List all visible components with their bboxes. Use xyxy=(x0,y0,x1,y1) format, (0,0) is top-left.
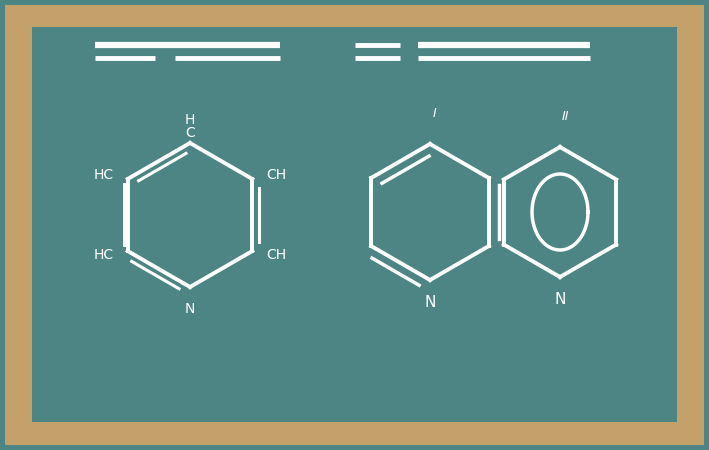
Text: N: N xyxy=(554,292,566,307)
Text: HC: HC xyxy=(94,168,113,182)
Text: I: I xyxy=(433,107,437,120)
Text: CH: CH xyxy=(267,248,286,262)
Text: HC: HC xyxy=(94,248,113,262)
Text: CH: CH xyxy=(267,168,286,182)
Text: H: H xyxy=(185,113,195,127)
Bar xyxy=(32,27,677,422)
Text: II: II xyxy=(562,110,569,123)
Text: N: N xyxy=(424,295,436,310)
Text: C: C xyxy=(185,126,195,140)
Text: N: N xyxy=(185,302,195,316)
